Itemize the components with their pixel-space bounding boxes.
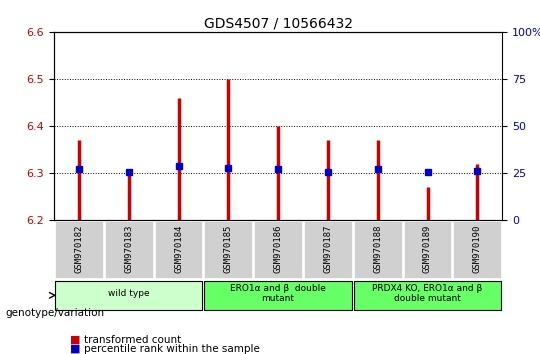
Text: GSM970189: GSM970189 bbox=[423, 225, 432, 273]
Text: ■: ■ bbox=[70, 344, 80, 354]
FancyBboxPatch shape bbox=[304, 222, 352, 278]
FancyBboxPatch shape bbox=[403, 222, 451, 278]
Text: ■: ■ bbox=[70, 335, 80, 345]
Text: GSM970184: GSM970184 bbox=[174, 225, 183, 273]
Text: GSM970188: GSM970188 bbox=[373, 225, 382, 273]
Text: GSM970187: GSM970187 bbox=[323, 225, 333, 273]
Text: ERO1α and β  double
mutant: ERO1α and β double mutant bbox=[230, 284, 326, 303]
FancyBboxPatch shape bbox=[154, 222, 202, 278]
Text: GSM970190: GSM970190 bbox=[473, 225, 482, 273]
FancyBboxPatch shape bbox=[105, 222, 153, 278]
FancyBboxPatch shape bbox=[205, 222, 252, 278]
Text: GSM970185: GSM970185 bbox=[224, 225, 233, 273]
Text: GSM970183: GSM970183 bbox=[124, 225, 133, 273]
Title: GDS4507 / 10566432: GDS4507 / 10566432 bbox=[204, 17, 353, 31]
FancyBboxPatch shape bbox=[55, 222, 103, 278]
FancyBboxPatch shape bbox=[454, 222, 501, 278]
FancyBboxPatch shape bbox=[205, 281, 352, 310]
FancyBboxPatch shape bbox=[354, 222, 402, 278]
Text: wild type: wild type bbox=[108, 289, 150, 298]
FancyBboxPatch shape bbox=[354, 281, 501, 310]
Text: GSM970186: GSM970186 bbox=[274, 225, 282, 273]
Text: genotype/variation: genotype/variation bbox=[5, 308, 105, 318]
FancyBboxPatch shape bbox=[254, 222, 302, 278]
Text: transformed count: transformed count bbox=[84, 335, 181, 345]
Text: percentile rank within the sample: percentile rank within the sample bbox=[84, 344, 260, 354]
FancyBboxPatch shape bbox=[55, 281, 202, 310]
Text: PRDX4 KO, ERO1α and β
double mutant: PRDX4 KO, ERO1α and β double mutant bbox=[373, 284, 483, 303]
Text: GSM970182: GSM970182 bbox=[75, 225, 83, 273]
